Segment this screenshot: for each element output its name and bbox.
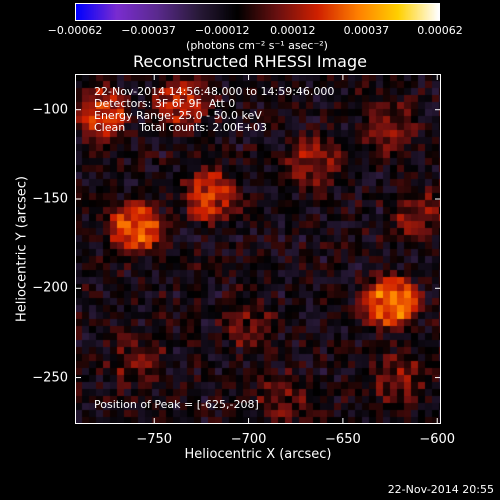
heatmap-plot [75,74,441,424]
y-tick-label: −150 [32,191,68,207]
colorbar-tick-label: −0.00037 [121,24,176,37]
y-tick-label: −200 [32,280,68,296]
x-axis-label: Heliocentric X (arcsec) [184,447,332,462]
colorbar-tick-label: 0.00062 [417,24,463,37]
plot-border [75,74,441,424]
colorbar-units: (photons cm⁻² s⁻¹ asec⁻²) [186,39,328,52]
y-tick-label: −100 [32,102,68,118]
y-axis-label: Heliocentric Y (arcsec) [14,176,30,322]
plot-frame [75,74,441,424]
info-clean-counts: Clean Total counts: 2.00E+03 [94,121,268,134]
colorbar-tick-label: −0.00012 [194,24,250,37]
info-energy-range: Energy Range: 25.0 - 50.0 keV [94,109,262,122]
info-detectors: Detectors: 3F 6F 9F Att 0 [94,97,236,110]
colorbar-tick-label: −0.00062 [47,24,103,37]
chart-title: Reconstructed RHESSI Image [133,52,367,71]
colorbar-tick-label: 0.00037 [343,24,390,37]
info-time-range: 22-Nov-2014 14:56:48.000 to 14:59:46.000 [94,85,335,98]
x-tick-label: −650 [325,432,361,447]
y-tick-label: −250 [32,370,68,386]
colorbar [75,3,440,21]
x-tick-label: −750 [136,432,173,447]
peak-position-label: Position of Peak = [-625,-208] [94,398,259,411]
x-tick-label: −600 [419,432,456,447]
colorbar-tick-label: 0.00012 [270,24,316,37]
x-tick-label: −700 [230,432,267,447]
plot-timestamp: 22-Nov-2014 20:55 [387,483,494,496]
